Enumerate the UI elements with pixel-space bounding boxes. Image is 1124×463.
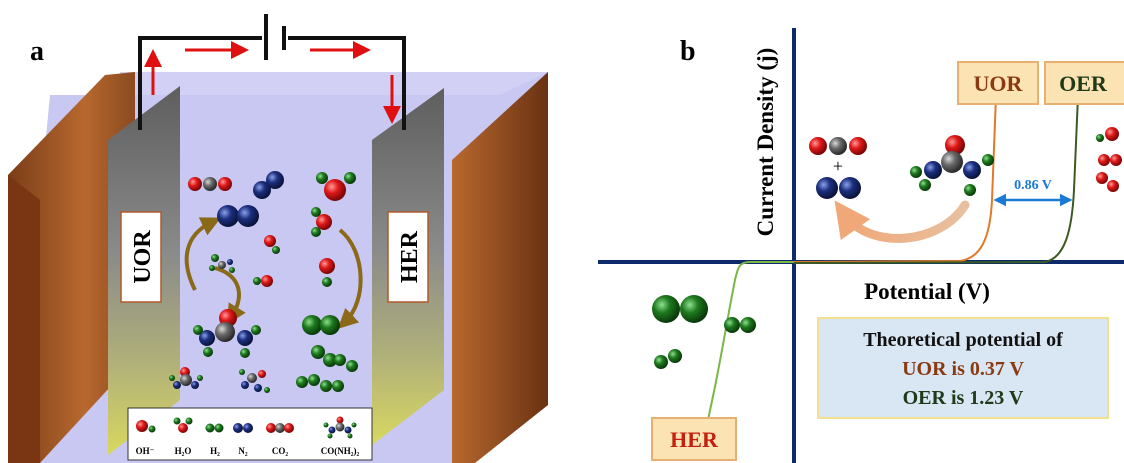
theory-line-1: Theoretical potential of (863, 329, 1063, 351)
cathode-cycle-arrow (337, 228, 363, 329)
co2-molecule-b (809, 137, 867, 155)
plus-sign: + (833, 156, 843, 176)
panel-b: b Current Density (j) Potential (V) UOR … (598, 28, 1124, 463)
left-wall-face (8, 175, 40, 463)
anode-cycle-arrow-top (184, 217, 222, 291)
n2-molecule-a2 (217, 205, 259, 227)
wire-left (138, 36, 262, 130)
legend-label-h2o: H₂O (175, 446, 192, 456)
legend-label-urea: CO(NH₂)₂ (321, 446, 360, 456)
panel-b-label: b (680, 36, 696, 67)
cathode-label: HER (397, 230, 423, 283)
theory-line-2: UOR is 0.37 V (902, 358, 1024, 380)
urea-molecule-a-large (193, 309, 261, 358)
cathode-label-box (387, 211, 429, 303)
gap-label: 0.86 V (1014, 178, 1052, 193)
wire-right (288, 36, 406, 130)
h2-molecule-a3 (334, 354, 358, 372)
oh-molecule-a2 (253, 275, 273, 287)
oh-molecule-a3 (319, 258, 335, 287)
n2-molecule-a1 (253, 171, 284, 199)
x-axis-label: Potential (V) (864, 279, 990, 304)
legend-h2o-icon (173, 417, 193, 433)
panel-a: a UOR HER (8, 14, 548, 463)
h2-molecule-b2 (724, 317, 756, 333)
oh-molecule-a1 (264, 235, 280, 254)
legend-urea-icon (323, 416, 357, 439)
legend-label-h2: H₂ (210, 446, 220, 456)
co2-molecule-a1 (188, 177, 232, 191)
h2-molecule-a1 (302, 315, 340, 335)
her-label-box (651, 417, 737, 461)
her-curve (699, 261, 794, 456)
n2-molecule-b (816, 177, 861, 199)
y-axis-label: Current Density (j) (753, 48, 778, 237)
h2o-molecule-a2 (311, 207, 332, 237)
oer-curve (793, 95, 1079, 264)
h2o-molecule-a1 (316, 172, 356, 201)
h2-molecule-a2 (311, 345, 337, 367)
h2-molecule-b1 (652, 295, 708, 323)
urea-molecule-a2 (169, 367, 203, 389)
uor-label-box (957, 61, 1039, 105)
panel-a-label: a (30, 36, 44, 67)
urea-molecule-a3 (239, 369, 270, 393)
theory-box (817, 317, 1109, 419)
reaction-arrow (834, 200, 970, 243)
oer-products-molecules (1096, 127, 1122, 192)
legend-label-n2: N₂ (238, 446, 247, 456)
right-wall (452, 72, 548, 463)
urea-molecule-a-small (209, 254, 235, 273)
anode-cycle-arrow-bottom (214, 266, 246, 325)
legend-oh-icon (136, 420, 156, 433)
anode-label-box (120, 211, 162, 303)
anode-label: UOR (130, 230, 156, 284)
h2-molecule-a5 (320, 380, 344, 392)
h2-molecule-b3 (654, 349, 682, 369)
h2-molecule-a4 (296, 374, 320, 388)
uor-curve (793, 95, 997, 263)
uor-curve-label: UOR (974, 71, 1024, 96)
legend-label-oh: OH⁻ (136, 446, 155, 456)
oer-label-box (1044, 61, 1124, 105)
theory-line-3: OER is 1.23 V (903, 387, 1024, 409)
her-curve-label: HER (670, 427, 719, 452)
legend-n2-icon (233, 423, 253, 433)
legend-co2-icon (266, 423, 294, 433)
urea-molecule-b (910, 135, 994, 196)
oer-curve-label: OER (1059, 71, 1108, 96)
legend-h2-icon (205, 423, 224, 433)
legend-label-co2: CO₂ (272, 446, 289, 456)
